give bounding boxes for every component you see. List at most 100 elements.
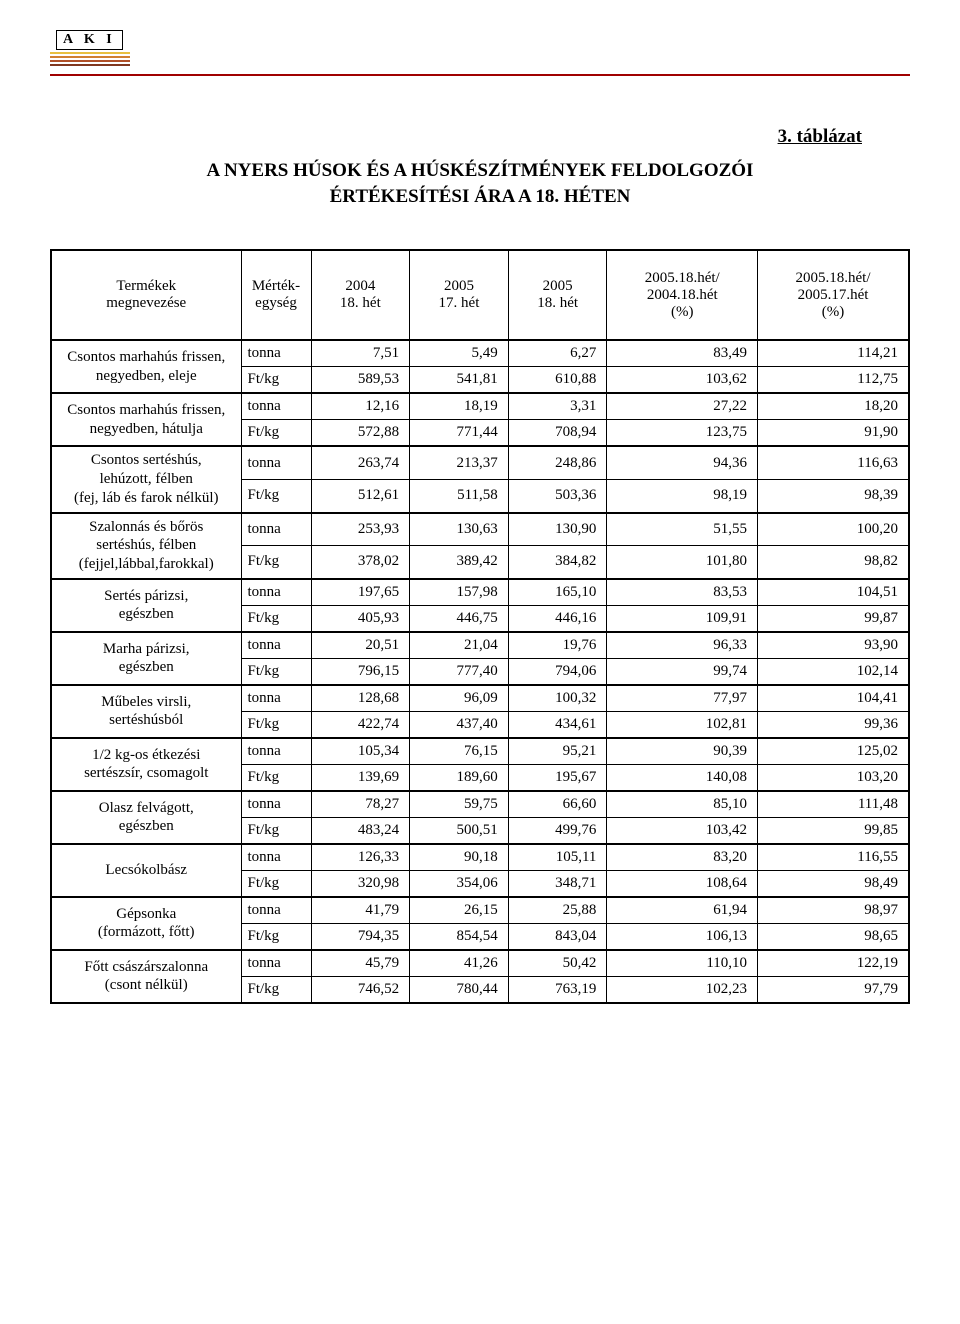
value-cell: 446,16	[508, 605, 607, 632]
value-cell: 253,93	[311, 513, 410, 546]
unit-cell: Ft/kg	[241, 711, 311, 738]
value-cell: 843,04	[508, 923, 607, 950]
value-cell: 126,33	[311, 844, 410, 871]
table-row: Csontos marhahús frissen,negyedben, elej…	[51, 340, 909, 367]
product-name-cell: Csontos sertéshús,lehúzott, félben(fej, …	[51, 446, 241, 512]
product-name-cell: Gépsonka(formázott, főtt)	[51, 897, 241, 950]
table-row: Csontos sertéshús,lehúzott, félben(fej, …	[51, 446, 909, 479]
value-cell: 139,69	[311, 764, 410, 791]
value-cell: 130,90	[508, 513, 607, 546]
value-cell: 96,09	[410, 685, 509, 712]
value-cell: 572,88	[311, 420, 410, 447]
value-cell: 103,42	[607, 817, 758, 844]
value-cell: 51,55	[607, 513, 758, 546]
column-header: Mérték-egység	[241, 250, 311, 340]
value-cell: 83,49	[607, 340, 758, 367]
value-cell: 195,67	[508, 764, 607, 791]
unit-cell: Ft/kg	[241, 479, 311, 512]
title-line-1: A NYERS HÚSOK ÉS A HÚSKÉSZÍTMÉNYEK FELDO…	[207, 160, 754, 181]
unit-cell: tonna	[241, 579, 311, 606]
header-row: TermékekmegnevezéseMérték-egység200418. …	[51, 250, 909, 340]
value-cell: 101,80	[607, 546, 758, 579]
value-cell: 483,24	[311, 817, 410, 844]
product-name-cell: Csontos marhahús frissen,negyedben, hátu…	[51, 393, 241, 446]
unit-cell: tonna	[241, 685, 311, 712]
value-cell: 348,71	[508, 870, 607, 897]
value-cell: 157,98	[410, 579, 509, 606]
value-cell: 102,23	[607, 976, 758, 1003]
value-cell: 21,04	[410, 632, 509, 659]
product-name-cell: Sertés párizsi,egészben	[51, 579, 241, 632]
value-cell: 213,37	[410, 446, 509, 479]
value-cell: 110,10	[607, 950, 758, 977]
unit-cell: Ft/kg	[241, 817, 311, 844]
value-cell: 20,51	[311, 632, 410, 659]
value-cell: 589,53	[311, 367, 410, 394]
value-cell: 66,60	[508, 791, 607, 818]
value-cell: 503,36	[508, 479, 607, 512]
value-cell: 90,18	[410, 844, 509, 871]
value-cell: 77,97	[607, 685, 758, 712]
value-cell: 104,51	[758, 579, 909, 606]
value-cell: 99,74	[607, 658, 758, 685]
value-cell: 437,40	[410, 711, 509, 738]
value-cell: 99,87	[758, 605, 909, 632]
table-row: Főtt császárszalonna(csont nélkül)tonna4…	[51, 950, 909, 977]
value-cell: 100,32	[508, 685, 607, 712]
header-rule	[50, 74, 910, 76]
unit-cell: Ft/kg	[241, 605, 311, 632]
unit-cell: tonna	[241, 844, 311, 871]
value-cell: 111,48	[758, 791, 909, 818]
value-cell: 140,08	[607, 764, 758, 791]
value-cell: 499,76	[508, 817, 607, 844]
unit-cell: Ft/kg	[241, 870, 311, 897]
table-body: Csontos marhahús frissen,negyedben, elej…	[51, 340, 909, 1003]
value-cell: 405,93	[311, 605, 410, 632]
value-cell: 116,55	[758, 844, 909, 871]
value-cell: 18,19	[410, 393, 509, 420]
value-cell: 128,68	[311, 685, 410, 712]
value-cell: 5,49	[410, 340, 509, 367]
value-cell: 90,39	[607, 738, 758, 765]
value-cell: 130,63	[410, 513, 509, 546]
value-cell: 99,85	[758, 817, 909, 844]
value-cell: 422,74	[311, 711, 410, 738]
unit-cell: Ft/kg	[241, 976, 311, 1003]
value-cell: 116,63	[758, 446, 909, 479]
unit-cell: Ft/kg	[241, 367, 311, 394]
table-row: Lecsókolbásztonna126,3390,18105,1183,201…	[51, 844, 909, 871]
value-cell: 106,13	[607, 923, 758, 950]
value-cell: 105,11	[508, 844, 607, 871]
value-cell: 59,75	[410, 791, 509, 818]
value-cell: 105,34	[311, 738, 410, 765]
unit-cell: Ft/kg	[241, 658, 311, 685]
value-cell: 378,02	[311, 546, 410, 579]
unit-cell: tonna	[241, 950, 311, 977]
value-cell: 512,61	[311, 479, 410, 512]
logo-icon: A K I	[50, 28, 130, 68]
value-cell: 41,26	[410, 950, 509, 977]
value-cell: 100,20	[758, 513, 909, 546]
product-name-cell: Műbeles virsli,sertéshúsból	[51, 685, 241, 738]
value-cell: 354,06	[410, 870, 509, 897]
value-cell: 541,81	[410, 367, 509, 394]
value-cell: 389,42	[410, 546, 509, 579]
value-cell: 26,15	[410, 897, 509, 924]
value-cell: 796,15	[311, 658, 410, 685]
unit-cell: tonna	[241, 791, 311, 818]
product-name-cell: 1/2 kg-os étkezésisertészsír, csomagolt	[51, 738, 241, 791]
value-cell: 19,76	[508, 632, 607, 659]
data-table: TermékekmegnevezéseMérték-egység200418. …	[50, 249, 910, 1004]
value-cell: 98,65	[758, 923, 909, 950]
value-cell: 771,44	[410, 420, 509, 447]
value-cell: 104,41	[758, 685, 909, 712]
unit-cell: tonna	[241, 897, 311, 924]
unit-cell: tonna	[241, 393, 311, 420]
value-cell: 97,79	[758, 976, 909, 1003]
value-cell: 165,10	[508, 579, 607, 606]
column-header: Termékekmegnevezése	[51, 250, 241, 340]
value-cell: 98,19	[607, 479, 758, 512]
value-cell: 85,10	[607, 791, 758, 818]
logo-lines-icon	[50, 52, 130, 68]
value-cell: 83,20	[607, 844, 758, 871]
